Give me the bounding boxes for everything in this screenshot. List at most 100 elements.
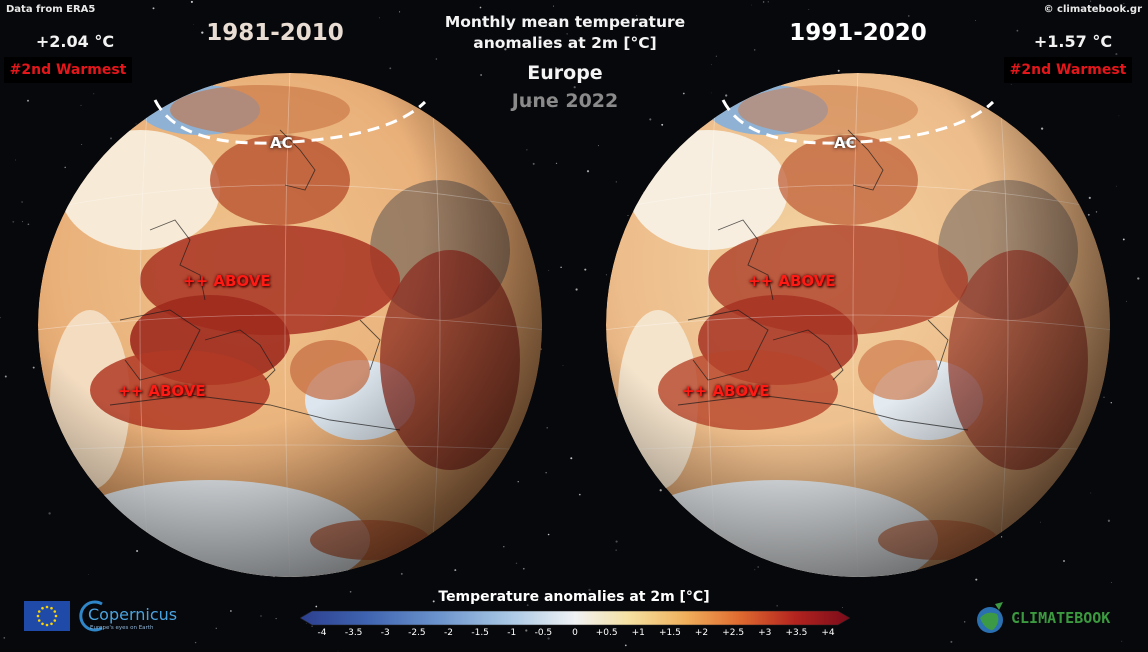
star xyxy=(570,457,573,460)
star xyxy=(493,43,494,45)
period-label: June 2022 xyxy=(511,90,619,112)
climatebook-logo: CLIMATEBOOK xyxy=(975,600,1125,642)
star xyxy=(547,533,550,536)
star xyxy=(548,270,550,271)
star xyxy=(1010,83,1012,85)
star xyxy=(1110,401,1113,404)
star xyxy=(454,569,457,572)
star xyxy=(14,159,16,161)
star xyxy=(435,58,438,60)
colorbar-tick-label: +3.5 xyxy=(785,628,808,638)
star xyxy=(710,92,712,94)
star xyxy=(4,375,7,378)
star xyxy=(598,145,599,147)
star xyxy=(12,220,15,223)
star xyxy=(627,214,629,216)
above-label-left-2: ++ ABOVE xyxy=(118,382,206,400)
star xyxy=(305,623,307,624)
star xyxy=(754,569,756,571)
star xyxy=(504,48,507,51)
eu-star xyxy=(37,619,41,622)
star xyxy=(48,512,51,515)
copernicus-logo: Copernicus Europe's eyes on Earth xyxy=(78,598,188,638)
copernicus-tagline: Europe's eyes on Earth xyxy=(90,625,154,631)
star xyxy=(80,104,82,106)
star xyxy=(349,590,352,593)
star xyxy=(64,166,66,169)
eu-star xyxy=(50,606,53,610)
star xyxy=(526,604,529,607)
star xyxy=(1123,3,1125,4)
star xyxy=(320,29,322,32)
star xyxy=(573,86,576,89)
star xyxy=(194,641,197,644)
climatebook-name: CLIMATEBOOK xyxy=(1011,609,1111,627)
star xyxy=(525,629,528,632)
star xyxy=(81,144,83,146)
star xyxy=(522,567,525,570)
star xyxy=(515,562,518,564)
star xyxy=(1115,185,1117,187)
star xyxy=(555,162,558,165)
star xyxy=(1103,396,1105,398)
star xyxy=(1000,536,1003,538)
rank-badge-left: #2nd Warmest xyxy=(4,57,132,83)
star xyxy=(753,49,756,51)
star xyxy=(661,123,664,126)
star xyxy=(950,640,953,643)
star xyxy=(1090,0,1092,2)
star xyxy=(757,566,759,568)
star xyxy=(379,17,380,19)
eu-flag-logo xyxy=(24,601,70,631)
star xyxy=(1110,581,1112,584)
eu-star xyxy=(53,619,57,622)
star xyxy=(725,94,728,97)
region-label: Europe xyxy=(527,62,603,84)
star xyxy=(649,118,652,121)
star xyxy=(624,644,627,647)
star xyxy=(93,93,95,95)
star xyxy=(532,162,535,165)
colorbar-tick-label: +0.5 xyxy=(595,628,618,638)
star xyxy=(1122,238,1125,241)
colorbar-tick-label: +2 xyxy=(694,628,709,638)
star xyxy=(503,545,505,548)
colorbar-tick-label: -0.5 xyxy=(534,628,553,638)
colorbar-title: Temperature anomalies at 2m [°C] xyxy=(438,589,710,605)
colorbar-tick-label: -3.5 xyxy=(344,628,363,638)
star xyxy=(135,123,137,125)
star xyxy=(32,366,35,369)
star xyxy=(975,578,978,581)
colorbar-tick-label: 0 xyxy=(572,628,578,638)
star xyxy=(682,92,685,95)
colorbar-tick-label: -4 xyxy=(317,628,327,638)
star xyxy=(1121,640,1123,642)
star xyxy=(586,170,590,173)
star xyxy=(27,223,30,226)
star xyxy=(615,181,617,183)
colorbar-tick-label: +3 xyxy=(758,628,772,638)
star xyxy=(545,472,547,474)
anomaly-value-left: +2.04 °C xyxy=(35,32,115,51)
star xyxy=(578,493,581,496)
star xyxy=(715,55,718,57)
star xyxy=(399,11,401,13)
star xyxy=(1115,53,1118,56)
eu-star xyxy=(36,614,40,618)
star xyxy=(555,67,557,69)
star xyxy=(337,650,339,652)
star xyxy=(1095,211,1098,213)
star xyxy=(842,607,843,608)
star xyxy=(1017,617,1019,619)
colorbar-tick-label: -1 xyxy=(507,628,517,638)
star xyxy=(1040,521,1041,523)
star xyxy=(776,605,778,607)
eu-star xyxy=(45,605,49,609)
star xyxy=(1137,277,1140,280)
star xyxy=(530,101,532,103)
star xyxy=(964,621,966,623)
star xyxy=(1088,196,1091,199)
star xyxy=(21,201,23,203)
rank-badge-right: #2nd Warmest xyxy=(1004,57,1132,83)
star xyxy=(1118,115,1120,117)
